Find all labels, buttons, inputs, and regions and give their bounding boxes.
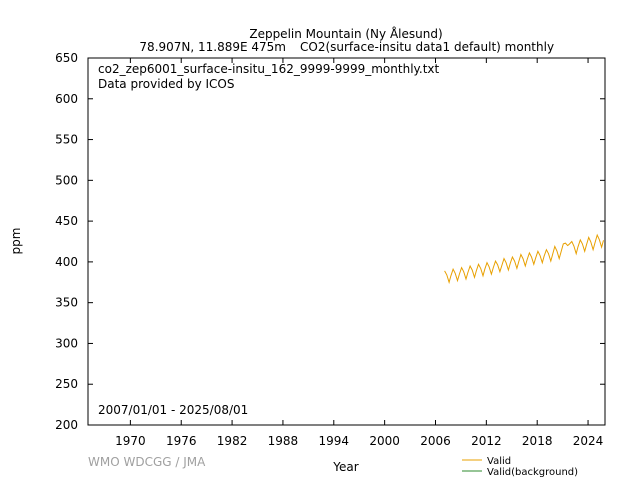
- x-tick-label: 2018: [522, 434, 553, 448]
- x-axis: 1970 1976 1982 1988 1994 2000 2006 2012 2018 2024: [115, 58, 603, 448]
- x-tick-label: 1988: [268, 434, 299, 448]
- x-tick-label: 2000: [369, 434, 400, 448]
- x-tick-label: 1970: [115, 434, 146, 448]
- y-tick-label: 200: [55, 418, 78, 432]
- y-tick-label: 350: [55, 296, 78, 310]
- y-axis-label: ppm: [9, 228, 23, 255]
- x-tick-label: 1976: [166, 434, 197, 448]
- x-tick-label: 1982: [217, 434, 248, 448]
- y-tick-label: 550: [55, 133, 78, 147]
- source-filename: co2_zep6001_surface-insitu_162_9999-9999…: [98, 62, 440, 76]
- chart-title-station: Zeppelin Mountain (Ny Ålesund): [249, 26, 442, 41]
- y-axis: 200 250 300 350 400 450 500 550 600 650: [55, 51, 605, 432]
- x-tick-label: 2006: [420, 434, 451, 448]
- y-tick-label: 600: [55, 92, 78, 106]
- legend: Valid Valid(background): [462, 456, 578, 478]
- x-tick-label: 1994: [319, 434, 350, 448]
- credit-text: WMO WDCGG / JMA: [88, 455, 206, 469]
- x-tick-label: 2024: [573, 434, 604, 448]
- x-tick-label: 2012: [471, 434, 502, 448]
- x-axis-label: Year: [332, 460, 358, 474]
- legend-label-background: Valid(background): [487, 467, 578, 478]
- data-provider: Data provided by ICOS: [98, 77, 234, 91]
- data-period: 2007/01/01 - 2025/08/01: [98, 403, 248, 417]
- y-tick-label: 500: [55, 173, 78, 187]
- chart-title-dataset: CO2(surface-insitu data1 default) monthl…: [300, 40, 554, 54]
- plot-frame: [87, 57, 606, 426]
- chart-title-meta: 78.907N, 11.889E 475m: [139, 40, 286, 54]
- y-tick-label: 300: [55, 336, 78, 350]
- legend-label-valid: Valid: [487, 456, 511, 467]
- y-tick-label: 400: [55, 255, 78, 269]
- y-tick-label: 650: [55, 51, 78, 65]
- y-tick-label: 450: [55, 214, 78, 228]
- y-tick-label: 250: [55, 377, 78, 391]
- series-line-valid: [444, 233, 604, 285]
- series-layer: [444, 233, 604, 285]
